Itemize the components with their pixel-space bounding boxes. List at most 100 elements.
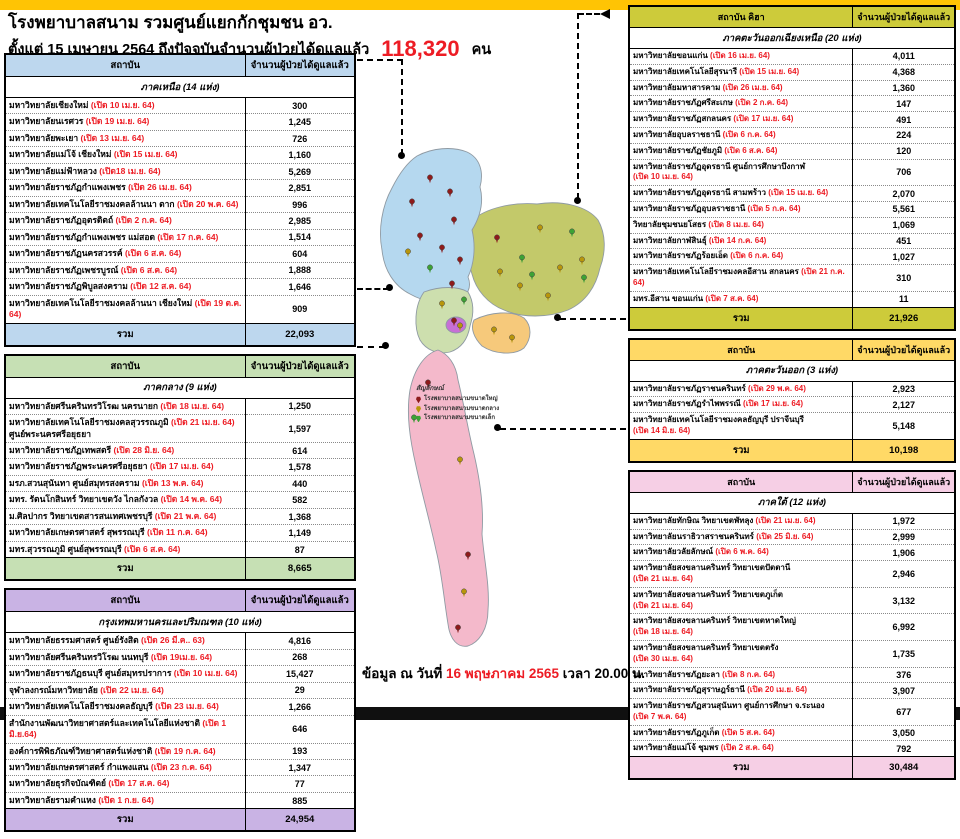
- hospital-pin-icon: [447, 188, 453, 198]
- patient-count-cell: 1,266: [245, 698, 355, 716]
- top-accent-bar: [0, 0, 960, 10]
- patient-count-cell: 604: [245, 245, 355, 263]
- patient-count-cell: 11: [852, 290, 955, 308]
- connector-line: [500, 428, 626, 430]
- institution-cell: มหาวิทยาลัยสงขลานครินทร์ วิทยาเขตภูเก็ต(…: [629, 586, 854, 614]
- open-date: (เปิด 26 เม.ย. 64): [722, 82, 783, 92]
- open-date: (เปิด 5 ก.ค. 64): [747, 203, 801, 213]
- institution-cell: มหาวิทยาลัยราชภัฏชัยภูมิ (เปิด 6 ส.ค. 64…: [629, 142, 854, 160]
- table-row: มหาวิทยาลัยราชภัฏกำแพงเพชร (เปิด 26 เม.ย…: [5, 179, 355, 197]
- patient-count-cell: 6,992: [852, 613, 955, 641]
- total-row: รวม 30,484: [629, 756, 955, 780]
- open-date: (เปิด 5 ส.ค. 64): [721, 727, 775, 737]
- table-row: วิทยาลัยชุมชนยโสธร (เปิด 8 เม.ย. 64) 1,06…: [629, 216, 955, 234]
- patient-count-cell: 440: [245, 474, 355, 492]
- institution-name: ม.ศิลปากร วิทยาเขตสารสนเทศเพชรบุรี: [9, 510, 153, 521]
- patient-count-cell: 87: [245, 540, 355, 558]
- table-row: มหาวิทยาลัยราชภัฏชัยภูมิ (เปิด 6 ส.ค. 64…: [629, 142, 955, 160]
- table-row: มหาวิทยาลัยนราธิวาสราชนครินทร์ (เปิด 25 …: [629, 528, 955, 545]
- table-row: มหาวิทยาลัยทักษิณ วิทยาเขตพัทลุง (เปิด 2…: [629, 513, 955, 530]
- count-column-header: จำนวนผู้ป่วยได้ดูแลแล้ว: [245, 589, 355, 613]
- count-column-header: จำนวนผู้ป่วยได้ดูแลแล้ว: [852, 470, 955, 493]
- institution-cell: มหาวิทยาลัยราชภัฏอุตรดิตถ์ (เปิด 2 ก.ค. …: [5, 212, 246, 230]
- institution-name: มหาวิทยาลัยเทคโนโลยีราชมงคลสุวรรณภูมิ: [9, 417, 169, 428]
- institution-name: มหาวิทยาลัยแม่ฟ้าหลวง: [9, 165, 97, 176]
- patient-count-cell: 2,851: [245, 179, 355, 197]
- hospital-pin-icon: [427, 264, 433, 274]
- institution-cell: มหาวิทยาลัยธรรมศาสตร์ ศูนย์รังสิต (เปิด …: [5, 632, 246, 650]
- patient-count-cell: 5,561: [852, 200, 955, 218]
- open-date: (เปิด 6 ส.ค. 64): [124, 543, 181, 554]
- hospital-pin-icon: [409, 198, 415, 208]
- connector-dot: [574, 197, 581, 204]
- table-row: มหาวิทยาลัยราชภัฏสุราษฎร์ธานี (เปิด 20 เ…: [629, 682, 955, 699]
- patient-count-cell: 3,050: [852, 724, 955, 741]
- institution-name: มหาวิทยาลัยสงขลานครินทร์ วิทยาเขตตรัง: [633, 642, 779, 652]
- institution-name: มหาวิทยาลัยราชภัฏสุราษฎร์ธานี: [633, 685, 745, 695]
- open-date: (เปิด 10 เม.ย. 64): [633, 172, 693, 182]
- institution-name: มหาวิทยาลัยแม่โจ้ ชุมพร: [633, 743, 719, 753]
- total-value: 21,926: [852, 306, 955, 330]
- open-date: (เปิด 19 ต.ค. 64): [9, 297, 242, 320]
- open-date: (เปิด 21 เม.ย. 64): [633, 573, 693, 583]
- institution-name: มหาวิทยาลัยพะเยา: [9, 132, 79, 143]
- open-date: (เปิด 15 เม.ย. 64): [768, 188, 829, 198]
- table-row: มหาวิทยาลัยราชภัฏสกลนคร (เปิด 17 เม.ย. 6…: [629, 111, 955, 128]
- hospital-pin-icon: [537, 224, 543, 234]
- patient-count-cell: 1,250: [288, 401, 312, 412]
- table-row: มหาวิทยาลัยราชภัฏพระนครศรีอยุธยา (เปิด 1…: [5, 458, 355, 476]
- total-label: รวม: [5, 557, 246, 581]
- patient-count-cell: 726: [245, 129, 355, 147]
- hospital-pin-icon: [457, 322, 463, 332]
- institution-cell: มหาวิทยาลัยเกษตรศาสตร์ สุพรรณบุรี (เปิด …: [5, 524, 246, 542]
- table-row: มทร.สุวรรณภูมิ ศูนย์สุพรรณบุรี (เปิด 6 ส…: [5, 540, 355, 558]
- patient-count-cell: 1,597: [245, 414, 355, 443]
- institution-name: มหาวิทยาลัยราชภัฏชัยภูมิ: [633, 145, 723, 155]
- institution-name: มหาวิทยาลัยราชภัฏอุดรธานี สามพร้าว: [633, 188, 767, 198]
- data-as-of-note: ข้อมูล ณ วันที่ 16 พฤษภาคม 2565 เวลา 20.…: [362, 662, 645, 684]
- institution-cell: ม.ศิลปากร วิทยาเขตสารสนเทศเพชรบุรี (เปิด…: [5, 507, 246, 525]
- open-date: (เปิด 2 ก.ค. 64): [735, 98, 789, 108]
- open-date: (เปิด 7 ส.ค. 64): [705, 293, 759, 303]
- hospital-pin-icon: [455, 624, 461, 634]
- patient-count-cell: 1,906: [852, 544, 955, 561]
- total-row: รวม 10,198: [629, 438, 955, 462]
- institution-cell: จุฬาลงกรณ์มหาวิทยาลัย (เปิด 22 เม.ย. 64): [5, 681, 246, 699]
- institution-cell: มหาวิทยาลัยราชภัฏภูเก็ต (เปิด 5 ส.ค. 64): [629, 724, 854, 741]
- open-date: (เปิด18 เม.ย. 64): [99, 165, 161, 176]
- institution-cell: มหาวิทยาลัยราชภัฏอุดรธานี ศูนย์การศึกษาบ…: [629, 158, 854, 186]
- patient-count-cell: 29: [245, 681, 355, 699]
- map-region-east: [471, 312, 531, 354]
- table-row: มหาวิทยาลัยเทคโนโลยีราชมงคลล้านนา เชียงใ…: [5, 294, 355, 324]
- hospital-pin-icon: [405, 248, 411, 258]
- region-label: ภาคกลาง (9 แห่ง): [5, 377, 355, 399]
- patient-count-cell: 376: [852, 666, 955, 683]
- table-row: มหาวิทยาลัยราชภัฏราชนครินทร์ (เปิด 29 พ.…: [629, 381, 955, 397]
- open-date: (เปิด 21 เม.ย. 64): [633, 600, 693, 610]
- institution-cell: มหาวิทยาลัยวลัยลักษณ์ (เปิด 6 พ.ค. 64): [629, 544, 854, 561]
- patient-count-cell: 1,578: [245, 458, 355, 476]
- open-date: (เปิด 2 ส.ค. 64): [720, 743, 774, 753]
- patient-count-cell: 2,923: [892, 383, 915, 394]
- table-row: มหาวิทยาลัยแม่ฟ้าหลวง (เปิด18 เม.ย. 64) 5…: [5, 162, 355, 180]
- open-date: (เปิด 6 ส.ค. 64): [120, 264, 178, 275]
- open-date: (เปิด 17 ส.ค. 64): [108, 778, 170, 789]
- open-date: (เปิด 6 ก.ค. 64): [722, 129, 776, 139]
- open-date: (เปิด 15 เม.ย. 64): [739, 66, 800, 76]
- table-row: มหาวิทยาลัยราชภัฏพิบูลสงคราม (เปิด 12 ส.…: [5, 278, 355, 296]
- institution-name: มหาวิทยาลัยเทคโนโลยีราชมงคลธัญบุรี: [9, 701, 153, 712]
- thailand-map: [380, 148, 605, 647]
- institution-name: มหาวิทยาลัยธรรมศาสตร์ ศูนย์รังสิต: [9, 635, 139, 646]
- patient-count-cell: 614: [245, 441, 355, 459]
- institution-cell: มหาวิทยาลัยธุรกิจบัณฑิตย์ (เปิด 17 ส.ค. …: [5, 775, 246, 793]
- open-date: (เปิด 21 เม.ย. 64): [755, 515, 816, 525]
- table-row: มหาวิทยาลัยเทคโนโลยีสุรนารี (เปิด 15 เม.…: [629, 63, 955, 81]
- region-label: ภาคตะวันออกเฉียงเหนือ (20 แห่ง): [629, 27, 955, 49]
- table-row: มหาวิทยาลัยสงขลานครินทร์ วิทยาเขตภูเก็ต(…: [629, 586, 955, 614]
- institution-cell: มหาวิทยาลัยแม่โจ้ เชียงใหม่ (เปิด 15 เม.…: [5, 146, 246, 164]
- hospital-pin-icon: [439, 300, 445, 310]
- institution-name: มหาวิทยาลัยเกษตรศาสตร์ กำแพงแสน: [9, 762, 149, 772]
- region-label-row: ภาคตะวันออกเฉียงเหนือ (20 แห่ง): [629, 27, 955, 49]
- institution-name: มหาวิทยาลัยเชียงใหม่: [9, 100, 89, 110]
- patient-count-cell: 4,011: [892, 51, 915, 62]
